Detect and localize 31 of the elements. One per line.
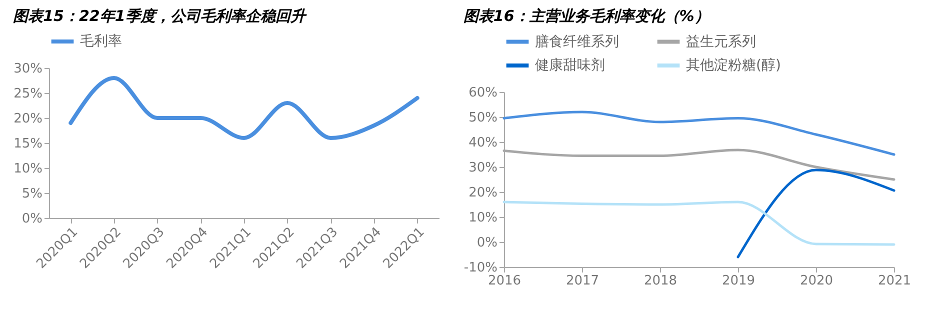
y-tick-label: 15% bbox=[14, 136, 42, 152]
x-tick-label: 2018 bbox=[644, 274, 678, 288]
chart-title: 图表16：主营业务毛利率变化（%） bbox=[463, 7, 710, 25]
y-tick-label: 10% bbox=[14, 162, 42, 176]
x-tick-label: 2020 bbox=[800, 274, 834, 288]
legend-label: 益生元系列 bbox=[686, 34, 756, 50]
y-tick-label: 10% bbox=[468, 210, 498, 226]
legend-label: 毛利率 bbox=[80, 34, 122, 50]
y-tick-label: 0% bbox=[476, 236, 498, 250]
x-tick-label: 2019 bbox=[722, 274, 756, 288]
y-tick-label: 30% bbox=[14, 62, 42, 76]
y-tick-label: 60% bbox=[468, 86, 498, 100]
y-tick-label: -10% bbox=[464, 260, 498, 276]
y-tick-label: 0% bbox=[22, 212, 42, 226]
y-tick-label: 5% bbox=[22, 186, 42, 202]
y-tick-label: 20% bbox=[468, 186, 498, 200]
x-tick-label: 2021 bbox=[878, 274, 912, 288]
y-tick-label: 50% bbox=[468, 110, 498, 126]
line-series bbox=[68, 76, 420, 140]
y-tick-label: 40% bbox=[468, 136, 498, 150]
legend-label: 膳食纤维系列 bbox=[535, 34, 619, 50]
y-tick-label: 30% bbox=[468, 160, 498, 176]
y-tick-label: 25% bbox=[14, 86, 42, 102]
line-series bbox=[502, 200, 896, 246]
x-tick-label: 2017 bbox=[566, 274, 600, 288]
legend-label: 其他淀粉糖(醇) bbox=[686, 58, 781, 74]
x-tick-label: 2016 bbox=[488, 274, 522, 288]
y-tick-label: 20% bbox=[14, 112, 42, 126]
line-series bbox=[502, 110, 896, 156]
legend-label: 健康甜味剂 bbox=[535, 58, 605, 74]
chart-title: 图表15：22年1季度，公司毛利率企稳回升 bbox=[13, 7, 308, 25]
